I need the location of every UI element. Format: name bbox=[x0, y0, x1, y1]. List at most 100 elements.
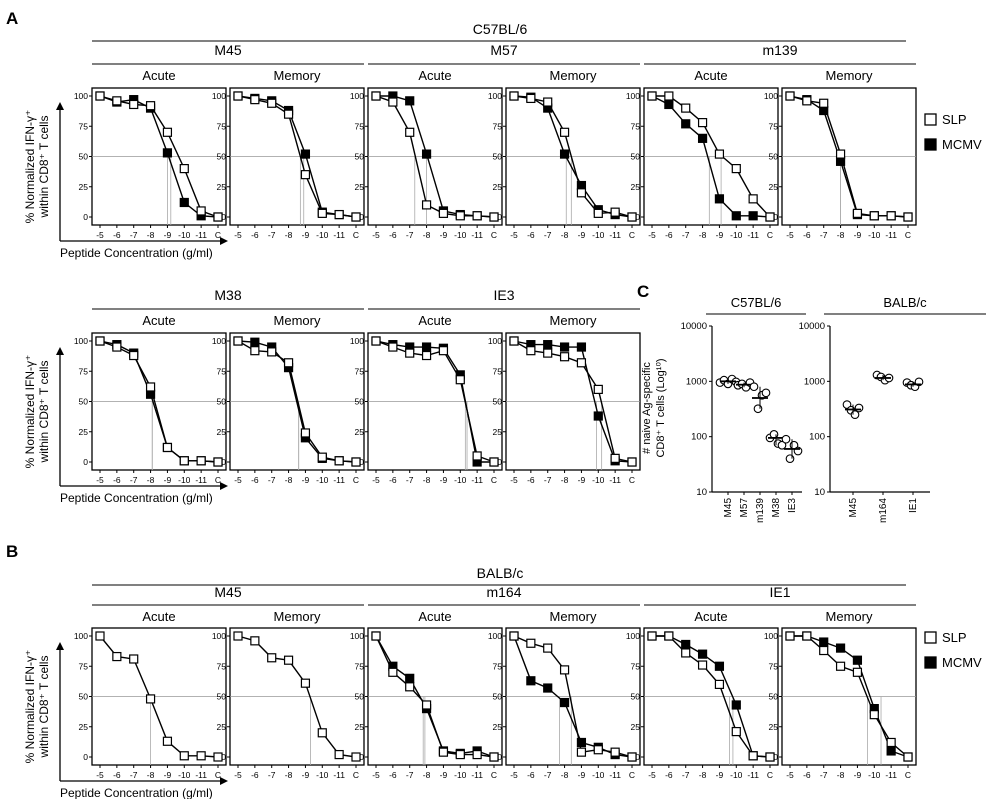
point-mcmv bbox=[543, 340, 553, 350]
y-tick-label: 75 bbox=[355, 366, 365, 376]
point-slp bbox=[455, 375, 465, 385]
point-slp bbox=[213, 457, 223, 467]
x-axis-arrowhead bbox=[220, 482, 228, 490]
x-tick-label: -8 bbox=[423, 770, 431, 780]
epitope-header-a-m139: m139 bbox=[762, 42, 797, 58]
x-tick-label: -8 bbox=[699, 230, 707, 240]
point-slp bbox=[576, 358, 587, 368]
x-tick-label: -5 bbox=[372, 230, 380, 240]
point-mcmv bbox=[819, 637, 829, 647]
panel-a-ie3-memory: Memory 100 75 50 25 0 -5 -6 -7 -8 -9 -10 -11 C bbox=[488, 313, 641, 485]
point-slp bbox=[95, 91, 105, 101]
point-slp bbox=[627, 457, 637, 467]
panel-b-m45-acute: Acute 100 75 50 25 0 -5 -6 -7 -8 -9 -10 -11 C bbox=[74, 609, 227, 780]
y-tick-label: 50 bbox=[355, 397, 365, 407]
x-tick-label: -9 bbox=[440, 230, 448, 240]
y-axis-label: % Normalized IFN-γ⁺ bbox=[23, 650, 37, 764]
y-axis-label: % Normalized IFN-γ⁺ bbox=[23, 355, 37, 469]
phase-label: Memory bbox=[550, 609, 597, 624]
y-tick-label: 100 bbox=[212, 631, 226, 641]
x-tick-label: -8 bbox=[561, 230, 569, 240]
point-mcmv bbox=[405, 673, 415, 683]
x-tick-label: -6 bbox=[113, 770, 121, 780]
point-slp bbox=[145, 694, 156, 704]
point-slp bbox=[785, 631, 795, 641]
point-mcmv bbox=[664, 99, 674, 110]
axis-arrows: % Normalized IFN-γ⁺ within CD8⁺ T cells Pe… bbox=[23, 642, 228, 799]
point-slp bbox=[317, 728, 327, 738]
point-slp bbox=[129, 99, 139, 110]
point-mcmv bbox=[576, 737, 587, 748]
point-slp bbox=[162, 442, 173, 453]
legend: SLP MCMV bbox=[924, 112, 982, 152]
x-tick-label: -10 bbox=[178, 770, 191, 780]
x-tick-label: -8 bbox=[147, 770, 155, 780]
y-tick-label: 0 bbox=[359, 212, 364, 222]
x-tick-label: -9 bbox=[164, 230, 172, 240]
legend-marker-mcmv bbox=[924, 656, 937, 669]
x-tick-label: -10 bbox=[868, 230, 881, 240]
x-tick-label: -10 bbox=[454, 475, 467, 485]
x-tick-label: -10 bbox=[454, 770, 467, 780]
y-tick-label: 25 bbox=[631, 182, 641, 192]
panel-a-m57-acute: Acute 100 75 50 25 0 -5 -6 -7 -8 -9 -10 -11 C bbox=[350, 68, 503, 240]
x-tick-label: -8 bbox=[147, 230, 155, 240]
point-slp bbox=[351, 212, 361, 222]
x-tick-label: -5 bbox=[234, 475, 242, 485]
x-tick-label: -11 bbox=[195, 230, 207, 240]
point-slp bbox=[543, 643, 553, 653]
y-axis-arrowhead bbox=[56, 642, 64, 650]
x-tick-label: -7 bbox=[268, 475, 276, 485]
x-tick-label: -6 bbox=[389, 230, 397, 240]
epitope-header-a-ie3: IE3 bbox=[493, 287, 514, 303]
y-tick-label: 50 bbox=[631, 692, 641, 702]
y-tick-label: 75 bbox=[493, 366, 503, 376]
x-tick-label: -6 bbox=[113, 230, 121, 240]
point-slp bbox=[421, 350, 432, 361]
x-tick-label: -11 bbox=[747, 230, 759, 240]
point-slp bbox=[576, 747, 587, 757]
x-axis-label: Peptide Concentration (g/ml) bbox=[60, 491, 213, 505]
y-tick-label: 75 bbox=[493, 121, 503, 131]
point-slp bbox=[509, 631, 519, 641]
c-point bbox=[854, 403, 864, 413]
point-slp bbox=[283, 109, 294, 119]
y-tick-label: 100 bbox=[488, 631, 502, 641]
point-slp bbox=[179, 164, 189, 174]
point-slp bbox=[869, 211, 879, 221]
panel-b-m164-acute: Acute 100 75 50 25 0 -5 -6 -7 -8 -9 -10 -11 C bbox=[350, 609, 503, 780]
x-tick-label: -9 bbox=[302, 475, 310, 485]
phase-label: Acute bbox=[142, 609, 175, 624]
point-mcmv bbox=[748, 211, 758, 221]
x-tick-label: -6 bbox=[665, 230, 673, 240]
y-tick-label: 75 bbox=[769, 661, 779, 671]
point-slp bbox=[371, 631, 381, 641]
x-tick-label: -8 bbox=[147, 475, 155, 485]
x-tick-label: -11 bbox=[195, 475, 207, 485]
legend-marker-mcmv bbox=[924, 138, 937, 151]
phase-label: Acute bbox=[418, 68, 451, 83]
x-tick-label: C bbox=[767, 230, 773, 240]
x-tick-label: -8 bbox=[837, 230, 845, 240]
x-tick-label: -10 bbox=[868, 770, 881, 780]
y-tick-label: 100 bbox=[74, 631, 88, 641]
x-tick-label: -9 bbox=[578, 770, 586, 780]
c-category-label: M57 bbox=[739, 498, 750, 518]
y-tick-label: 75 bbox=[79, 366, 89, 376]
y-axis-label-line2: within CD8⁺ T cells bbox=[37, 656, 51, 759]
axis-arrows: % Normalized IFN-γ⁺ within CD8⁺ T cells Pe… bbox=[23, 347, 228, 505]
point-slp bbox=[559, 665, 570, 675]
point-slp bbox=[852, 208, 863, 218]
point-slp bbox=[388, 667, 398, 677]
x-tick-label: -7 bbox=[268, 230, 276, 240]
x-tick-label: -11 bbox=[471, 230, 483, 240]
point-slp bbox=[95, 336, 105, 346]
y-tick-label: 75 bbox=[79, 121, 89, 131]
point-slp bbox=[681, 103, 691, 113]
point-slp bbox=[903, 752, 913, 762]
point-mcmv bbox=[405, 96, 415, 106]
point-slp bbox=[559, 352, 570, 362]
legend-label-mcmv: MCMV bbox=[942, 655, 982, 670]
y-tick-label: 75 bbox=[631, 661, 641, 671]
